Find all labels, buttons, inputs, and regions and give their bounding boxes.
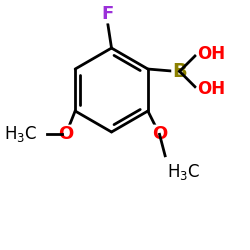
Text: F: F — [102, 5, 114, 23]
Text: B: B — [172, 62, 187, 81]
Text: O: O — [58, 125, 74, 143]
Text: H$_3$C: H$_3$C — [168, 162, 201, 182]
Text: OH: OH — [197, 45, 226, 63]
Text: OH: OH — [197, 80, 226, 98]
Text: H$_3$C: H$_3$C — [4, 124, 37, 144]
Text: O: O — [152, 125, 167, 143]
